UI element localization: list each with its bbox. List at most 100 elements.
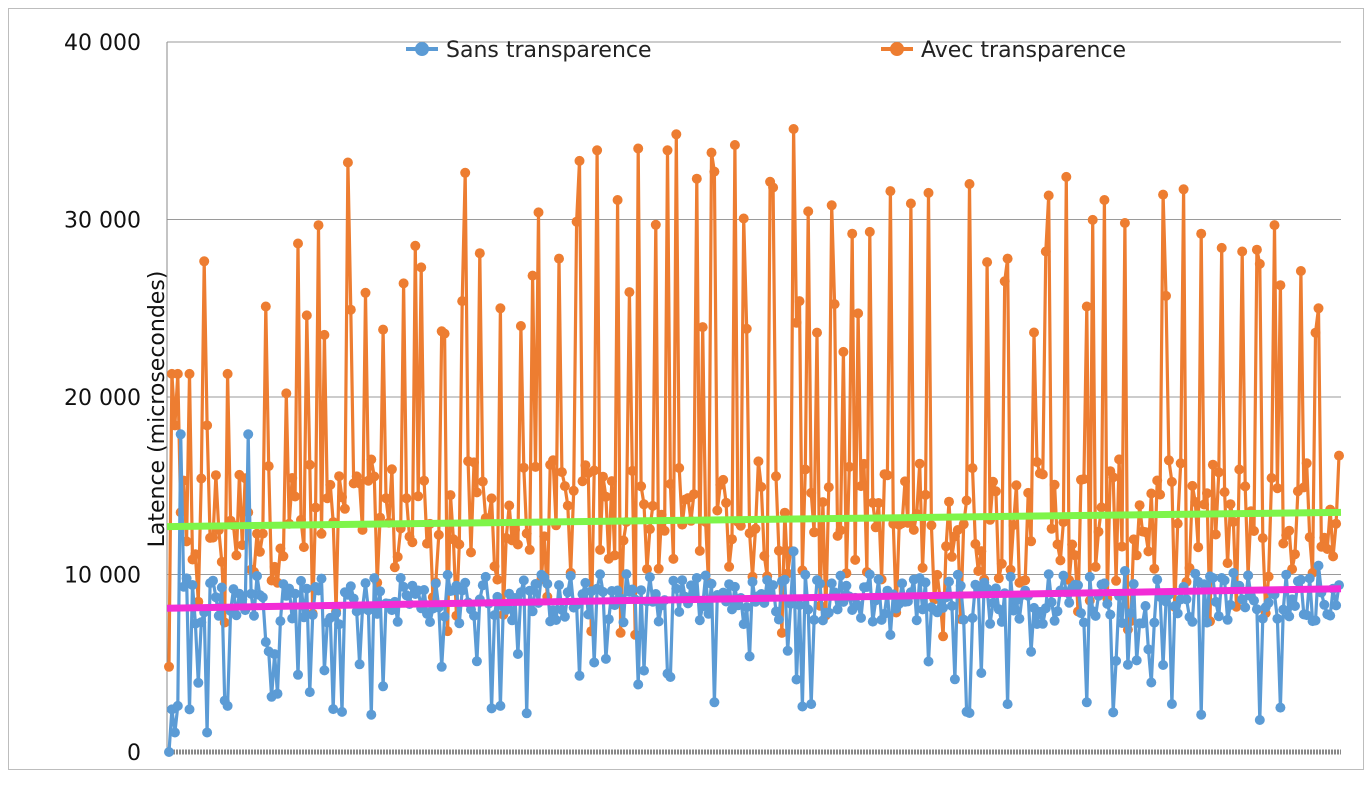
data-point — [1216, 242, 1227, 253]
data-point — [779, 574, 790, 585]
data-point — [310, 502, 321, 513]
data-point — [360, 287, 371, 298]
data-point — [1037, 618, 1048, 629]
data-point — [911, 615, 922, 626]
data-point — [1172, 608, 1183, 619]
data-point — [178, 581, 189, 592]
data-point — [908, 524, 919, 535]
data-point — [1114, 454, 1125, 465]
data-point — [252, 571, 262, 581]
data-point — [422, 538, 432, 549]
data-point — [1301, 458, 1312, 469]
data-point — [653, 616, 664, 627]
data-point — [996, 558, 1007, 569]
data-point — [278, 551, 289, 562]
data-point — [967, 613, 978, 623]
data-point — [1193, 542, 1204, 553]
data-point — [794, 296, 805, 307]
data-point — [835, 525, 846, 536]
data-point — [1313, 560, 1324, 571]
data-point — [671, 129, 682, 140]
data-point — [1290, 549, 1300, 560]
data-point — [835, 570, 846, 581]
data-point — [301, 583, 312, 594]
data-point — [803, 206, 814, 217]
data-point — [556, 467, 567, 478]
data-point — [298, 612, 309, 623]
data-point — [1090, 610, 1101, 621]
data-point — [419, 475, 430, 486]
data-point — [938, 631, 949, 642]
data-point — [647, 500, 658, 511]
data-point — [598, 471, 608, 482]
data-point — [298, 542, 309, 553]
data-point — [694, 615, 705, 626]
data-point — [1196, 709, 1207, 720]
data-point — [486, 703, 497, 714]
data-point — [181, 573, 192, 584]
data-point — [1152, 574, 1163, 585]
data-point — [398, 581, 409, 592]
data-point — [480, 571, 491, 582]
data-point — [348, 593, 359, 604]
data-point — [1052, 606, 1063, 617]
data-point — [319, 665, 330, 676]
legend-label: Sans transparence — [446, 38, 652, 63]
data-point — [430, 578, 441, 589]
data-point — [554, 253, 564, 264]
data-point — [489, 610, 500, 621]
data-point — [518, 462, 529, 473]
data-point — [944, 576, 954, 587]
y-tick-label: 40 000 — [64, 31, 141, 56]
data-point — [1111, 655, 1122, 666]
data-point — [985, 618, 996, 629]
data-point — [612, 195, 623, 205]
data-point — [313, 585, 324, 596]
data-point — [1026, 646, 1037, 657]
data-point — [738, 619, 749, 630]
data-point — [1199, 579, 1210, 590]
data-point — [381, 493, 391, 504]
data-point — [686, 580, 696, 591]
data-point — [1254, 258, 1265, 269]
data-point — [477, 476, 488, 487]
data-point — [856, 481, 866, 492]
data-point — [1105, 609, 1116, 620]
data-point — [304, 459, 315, 470]
data-point — [897, 578, 908, 589]
data-point — [700, 570, 711, 581]
data-point — [677, 575, 688, 586]
data-point — [853, 600, 864, 611]
trendline-avec-transparence — [166, 508, 1342, 531]
data-point — [864, 226, 875, 237]
data-point — [885, 629, 896, 640]
data-point — [665, 479, 676, 489]
data-point — [697, 322, 708, 333]
data-point — [439, 328, 450, 339]
data-point — [782, 645, 793, 656]
data-point — [290, 588, 301, 599]
data-point — [337, 706, 347, 717]
data-point — [1281, 569, 1292, 580]
y-tick-label: 30 000 — [64, 209, 141, 234]
data-point — [1023, 487, 1034, 498]
data-point — [1078, 617, 1089, 628]
data-point — [926, 520, 937, 531]
data-point — [644, 572, 655, 583]
data-point — [378, 681, 389, 692]
data-point — [1146, 677, 1157, 688]
data-point — [1190, 497, 1201, 507]
data-point — [1152, 475, 1163, 486]
data-point — [504, 500, 515, 511]
data-point — [756, 481, 767, 492]
data-point — [668, 575, 679, 586]
data-point — [231, 550, 242, 561]
data-point — [724, 561, 735, 572]
data-point — [826, 200, 837, 211]
data-point — [1046, 523, 1057, 534]
data-point — [900, 476, 910, 487]
data-point — [287, 613, 298, 624]
data-point — [196, 473, 207, 484]
data-point — [964, 179, 975, 189]
data-point — [1131, 655, 1142, 666]
